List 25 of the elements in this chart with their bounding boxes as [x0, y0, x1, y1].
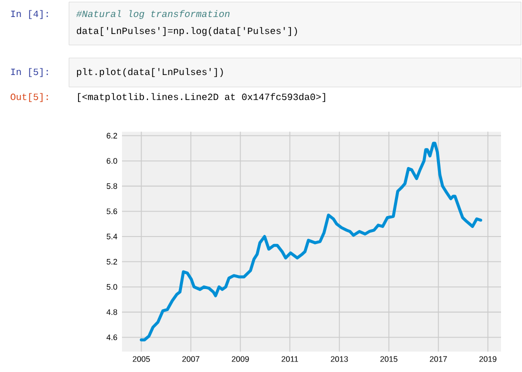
y-tick-label: 6.0	[106, 158, 118, 164]
x-tick-label: 2005	[132, 356, 150, 362]
x-tick-label: 2013	[330, 356, 348, 362]
text: In [4]:	[11, 10, 48, 19]
y-tick-label: 5.4	[106, 234, 118, 240]
x-tick-label: 2011	[282, 356, 298, 362]
x-tick-label: 2007	[182, 356, 200, 362]
text: Out[5]:	[10, 93, 48, 102]
x-tick-label: 2009	[232, 356, 249, 362]
line-series	[140, 142, 482, 342]
x-tick-label: 2019	[479, 356, 496, 362]
y-tick-label: 5.0	[106, 284, 118, 290]
y-tick-label: 5.6	[106, 208, 118, 214]
text: In [5]:	[11, 68, 48, 77]
text: data['LnPulses']=np.log(data['Pulses'])	[76, 27, 297, 36]
text: [<matplotlib.lines.Line2D at 0x147fc593da0>]	[78, 93, 326, 102]
text: plt.plot(data['LnPulses'])	[77, 68, 223, 77]
y-tick-label: 6.2	[106, 132, 118, 139]
text: #Natural log transformation	[76, 10, 230, 19]
x-tick-label: 2017	[430, 356, 447, 362]
y-tick-label: 4.8	[106, 309, 118, 315]
y-tick-label: 4.6	[106, 334, 118, 340]
y-tick-label: 5.8	[106, 183, 118, 189]
x-tick-label: 2015	[380, 356, 398, 362]
y-tick-label: 5.2	[106, 258, 118, 265]
